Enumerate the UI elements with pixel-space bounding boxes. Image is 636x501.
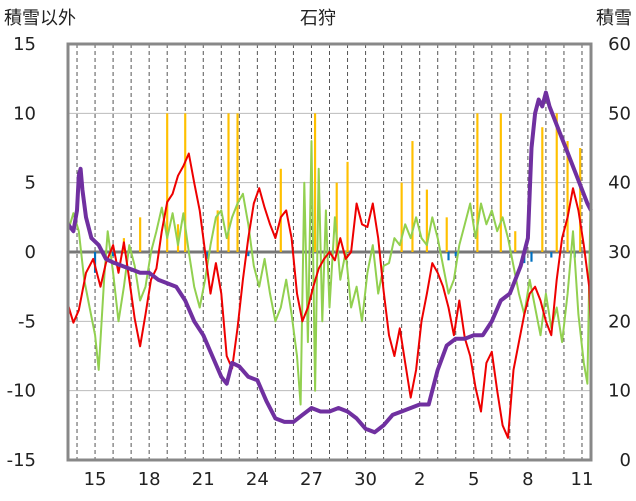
x-tick-label: 18 bbox=[138, 469, 161, 490]
x-tick-label: 8 bbox=[522, 469, 533, 490]
precip-bar bbox=[550, 252, 553, 258]
precip-bar bbox=[445, 217, 448, 252]
chart-title: 石狩 bbox=[300, 8, 336, 29]
y-left-tick-label: -10 bbox=[7, 381, 36, 402]
precip-bar bbox=[313, 113, 317, 252]
precip-bar bbox=[566, 141, 569, 252]
precip-bar bbox=[184, 113, 187, 252]
plot-border bbox=[66, 42, 593, 462]
precip-bar bbox=[541, 127, 544, 252]
y-right-tick-label: 0 bbox=[620, 450, 631, 471]
y-left-tick-label: 15 bbox=[13, 34, 36, 55]
right-axis-label: 積雪 bbox=[596, 8, 632, 29]
left-axis-label: 積雪以外 bbox=[4, 8, 76, 29]
precip-bar bbox=[579, 148, 582, 252]
precip-bar bbox=[335, 182, 338, 252]
y-left-tick-label: 0 bbox=[25, 242, 36, 263]
precip-bar bbox=[514, 231, 517, 252]
y-right-tick-label: 30 bbox=[608, 242, 631, 263]
plot-frame bbox=[66, 42, 593, 462]
precip-bar bbox=[139, 217, 142, 252]
y-left-tick-label: -5 bbox=[18, 311, 36, 332]
y-left-tick-label: 5 bbox=[25, 173, 36, 194]
x-tick-label: 24 bbox=[246, 469, 269, 490]
precip-bar bbox=[454, 252, 457, 257]
precip-bar bbox=[112, 252, 115, 257]
precip-bar bbox=[425, 189, 428, 252]
x-tick-label: 2 bbox=[414, 469, 425, 490]
precip-bar bbox=[555, 113, 558, 252]
precip-bar bbox=[400, 182, 403, 252]
x-tick-label: 15 bbox=[84, 469, 107, 490]
x-tick-label: 21 bbox=[192, 469, 215, 490]
precip-bar bbox=[530, 252, 533, 262]
x-tick-label: 5 bbox=[468, 469, 479, 490]
precip-bar bbox=[447, 252, 450, 261]
precip-bar bbox=[176, 224, 180, 252]
precip-bar bbox=[227, 113, 230, 252]
x-tick-label: 27 bbox=[300, 469, 323, 490]
snow-depth-line bbox=[66, 90, 593, 435]
green-series-line bbox=[67, 140, 592, 406]
x-tick-label: 11 bbox=[571, 469, 594, 490]
gridlines bbox=[68, 44, 591, 460]
precip-bar bbox=[236, 113, 239, 252]
precip-bar bbox=[216, 210, 219, 252]
precip-bar bbox=[279, 168, 282, 252]
precip-bar bbox=[247, 252, 250, 257]
precip-bar bbox=[205, 252, 208, 259]
y-right-tick-label: 40 bbox=[608, 173, 631, 194]
y-right-tick-label: 50 bbox=[608, 103, 631, 124]
x-tick-label: 30 bbox=[354, 469, 377, 490]
y-right-tick-label: 60 bbox=[608, 34, 631, 55]
y-right-tick-label: 10 bbox=[608, 381, 631, 402]
precip-bar bbox=[411, 141, 414, 252]
precip-bar bbox=[166, 113, 169, 252]
series-lines bbox=[66, 90, 593, 439]
y-left-tick-label: 10 bbox=[13, 103, 36, 124]
precip-bar bbox=[346, 161, 349, 252]
precip-bar bbox=[476, 113, 479, 252]
temperature-line bbox=[67, 152, 592, 439]
precip-bar bbox=[499, 113, 502, 252]
y-left-tick-label: -15 bbox=[7, 450, 36, 471]
y-right-tick-label: 20 bbox=[608, 311, 631, 332]
